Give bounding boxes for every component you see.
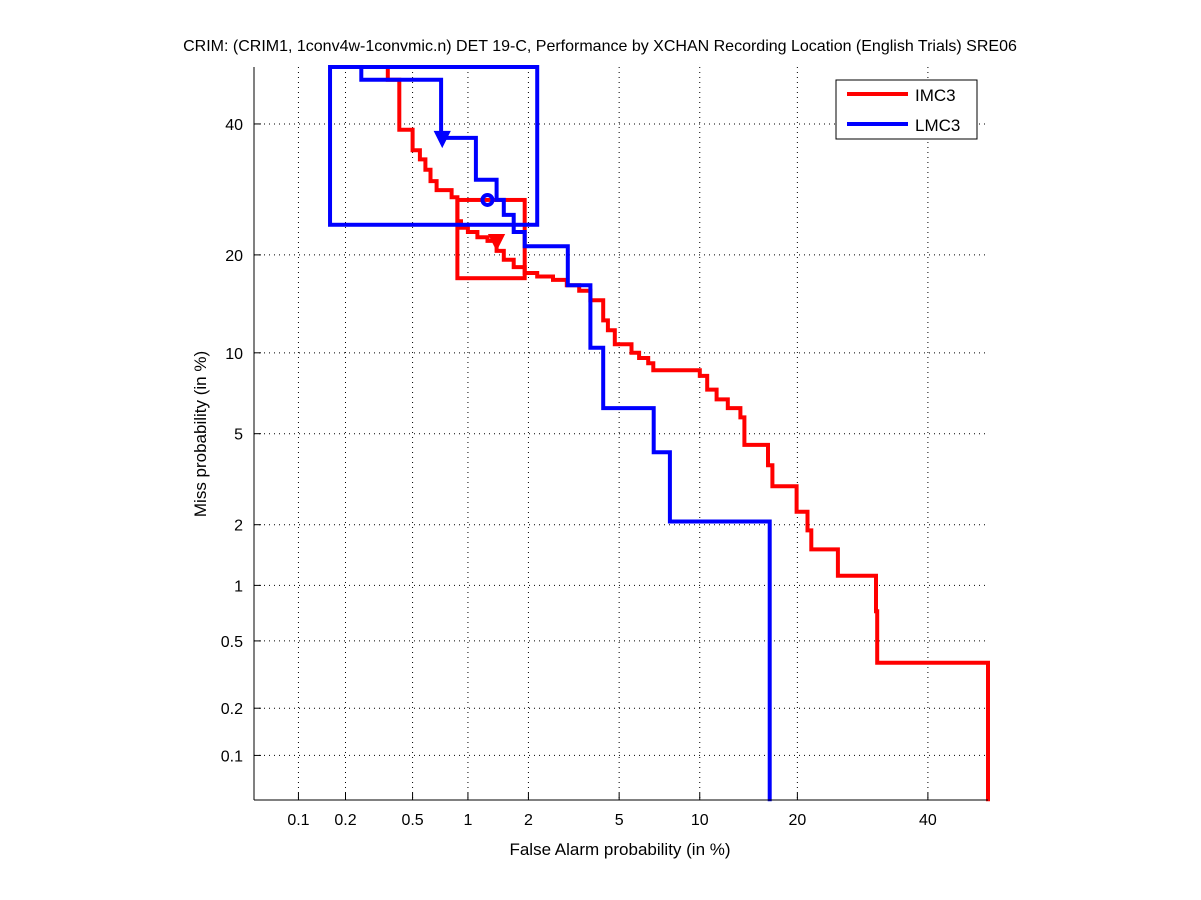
x-tick-label: 0.1 bbox=[287, 812, 309, 829]
x-tick-label: 5 bbox=[615, 812, 624, 829]
x-tick-label: 10 bbox=[691, 812, 709, 829]
series-lmc3-marker-circle bbox=[480, 192, 495, 207]
x-axis-label: False Alarm probability (in %) bbox=[509, 840, 730, 859]
x-tick-label: 40 bbox=[919, 812, 937, 829]
series-lmc3-box bbox=[328, 65, 540, 227]
y-tick-label: 5 bbox=[234, 427, 243, 444]
legend: IMC3 LMC3 bbox=[835, 79, 978, 140]
grid bbox=[254, 67, 988, 800]
x-tick-label: 0.5 bbox=[401, 812, 423, 829]
x-tick-label: 1 bbox=[463, 812, 472, 829]
series-layer bbox=[328, 65, 990, 802]
x-tick-label: 0.2 bbox=[334, 812, 356, 829]
y-tick-label: 20 bbox=[225, 248, 243, 265]
series-lmc3-marker bbox=[433, 130, 451, 149]
series-imc3-line bbox=[385, 67, 990, 802]
y-tick-label: 0.5 bbox=[221, 634, 243, 651]
y-tick-label: 2 bbox=[234, 518, 243, 535]
legend-box bbox=[835, 79, 978, 140]
series-lmc3-line bbox=[359, 67, 772, 802]
x-ticks: 0.1 0.2 0.5 1 2 5 10 20 40 bbox=[287, 793, 937, 829]
y-tick-label: 1 bbox=[234, 578, 243, 595]
chart-title: CRIM: (CRIM1, 1conv4w-1convmic.n) DET 19… bbox=[183, 38, 1017, 55]
series-imc3-marker bbox=[487, 233, 506, 252]
legend-label-lmc3: LMC3 bbox=[915, 116, 960, 135]
y-tick-label: 10 bbox=[225, 346, 243, 363]
y-tick-label: 40 bbox=[225, 117, 243, 134]
y-axis-label: Miss probability (in %) bbox=[191, 351, 210, 517]
x-tick-label: 2 bbox=[524, 812, 533, 829]
y-tick-label: 0.1 bbox=[221, 748, 243, 765]
y-tick-label: 0.2 bbox=[221, 701, 243, 718]
y-ticks: 0.1 0.2 0.5 1 2 5 10 20 40 bbox=[221, 117, 261, 765]
legend-label-imc3: IMC3 bbox=[915, 86, 956, 105]
series-lmc3 bbox=[328, 65, 772, 802]
x-tick-label: 20 bbox=[788, 812, 806, 829]
